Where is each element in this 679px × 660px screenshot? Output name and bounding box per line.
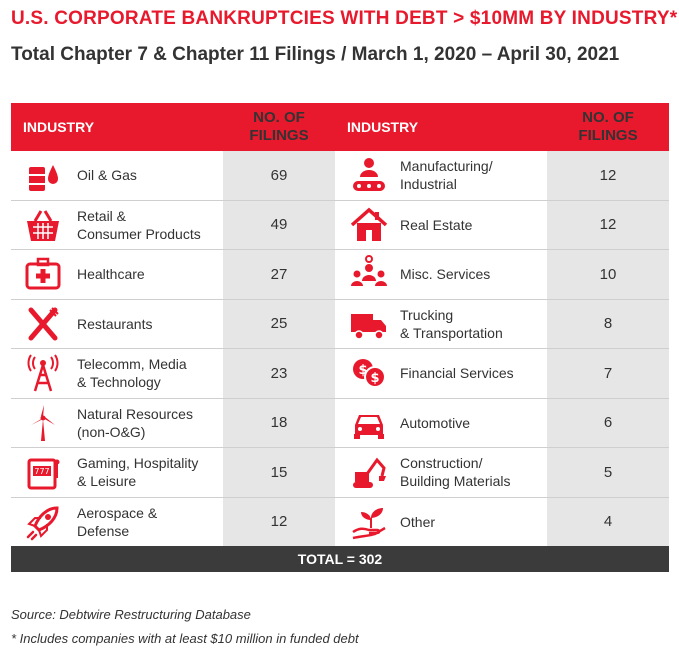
industry-label: Telecomm, Media & Technology [77, 356, 187, 391]
industry-label: Natural Resources (non-O&G) [77, 405, 193, 440]
filings-value: 8 [603, 315, 613, 333]
filings-value: 12 [270, 513, 288, 531]
oil-barrel-icon [21, 151, 65, 200]
house-icon [347, 201, 391, 250]
truck-icon [347, 300, 391, 349]
conveyor-worker-icon [347, 151, 391, 200]
industry-label: Automotive [400, 414, 471, 431]
chart-subtitle: Total Chapter 7 & Chapter 11 Filings / M… [11, 44, 620, 65]
industry-label: Gaming, Hospitality & Leisure [77, 455, 199, 490]
header-industry-right: INDUSTRY [347, 119, 419, 135]
table-body: Oil & Gas 69 Manufacturing/Industrial 12… [11, 151, 669, 546]
industry-label: Construction/Building Materials [400, 455, 511, 490]
first-aid-kit-icon [21, 250, 65, 299]
table-row: 777 Gaming, Hospitality & Leisure 15 Cons… [11, 448, 669, 498]
filings-value: 12 [599, 166, 617, 184]
filings-value: 23 [270, 364, 288, 382]
filings-value: 12 [599, 216, 617, 234]
table-row: Natural Resources (non-O&G) 18 Automotive… [11, 398, 669, 448]
industry-label: Trucking & Transportation [400, 306, 503, 341]
people-group-icon [347, 250, 391, 299]
industry-label: Aerospace & Defense [77, 504, 158, 539]
table-row: Telecomm, Media & Technology 23 $ $ Financ… [11, 349, 669, 399]
filings-value: 7 [603, 364, 613, 382]
table-header: INDUSTRY NO. OF FILINGS INDUSTRY NO. OF FI… [11, 103, 669, 151]
header-filings-right: NO. OF FILINGS [578, 109, 638, 144]
filings-value: 6 [603, 414, 613, 432]
industry-label: Other [400, 513, 436, 530]
shopping-basket-icon [21, 201, 65, 250]
industry-label: Healthcare [77, 266, 145, 283]
table-row: Aerospace & Defense 12 Other 4 [11, 497, 669, 547]
filings-value: 10 [599, 265, 617, 283]
hand-plant-icon [347, 498, 391, 547]
slot-machine-icon: 777 [21, 448, 65, 497]
industry-table: INDUSTRY NO. OF FILINGS INDUSTRY NO. OF FI… [11, 103, 669, 572]
table-row: Restaurants 25 Trucking & Transportation … [11, 299, 669, 349]
wind-turbine-icon [21, 399, 65, 448]
radio-tower-icon [21, 349, 65, 398]
car-icon [347, 399, 391, 448]
svg-text:$: $ [370, 371, 379, 386]
industry-label: Manufacturing/Industrial [400, 158, 493, 193]
industry-label: Real Estate [400, 216, 473, 233]
header-industry-left: INDUSTRY [23, 119, 95, 135]
filings-value: 4 [603, 513, 613, 531]
filings-value: 15 [270, 463, 288, 481]
chart-title: U.S. CORPORATE BANKRUPTCIES WITH DEBT > … [11, 8, 678, 29]
rocket-icon [21, 498, 65, 547]
footnote: * Includes companies with at least $10 m… [11, 631, 359, 646]
total-bar: TOTAL = 302 [11, 546, 669, 572]
filings-value: 25 [270, 315, 288, 333]
excavator-icon [347, 448, 391, 497]
header-filings-left: NO. OF FILINGS [249, 109, 309, 144]
table-row: Oil & Gas 69 Manufacturing/Industrial 12 [11, 151, 669, 201]
dollar-coins-icon: $ $ [347, 349, 391, 398]
industry-label: Misc. Services [400, 266, 491, 283]
filings-value: 18 [270, 414, 288, 432]
table-row: Healthcare 27 Misc. Services 10 [11, 250, 669, 300]
industry-label: Oil & Gas [77, 167, 137, 184]
fork-knife-icon [21, 300, 65, 349]
source-note: Source: Debtwire Restructuring Database [11, 607, 251, 622]
filings-value: 27 [270, 265, 288, 283]
svg-text:$: $ [358, 363, 367, 378]
table-row: Retail & Consumer Products 49 Real Estate… [11, 200, 669, 250]
industry-label: Retail & Consumer Products [77, 207, 201, 242]
industry-label: Restaurants [77, 315, 153, 332]
filings-value: 49 [270, 216, 288, 234]
filings-value: 69 [270, 166, 288, 184]
industry-label: Financial Services [400, 365, 514, 382]
svg-text:777: 777 [34, 467, 49, 476]
filings-value: 5 [603, 463, 613, 481]
